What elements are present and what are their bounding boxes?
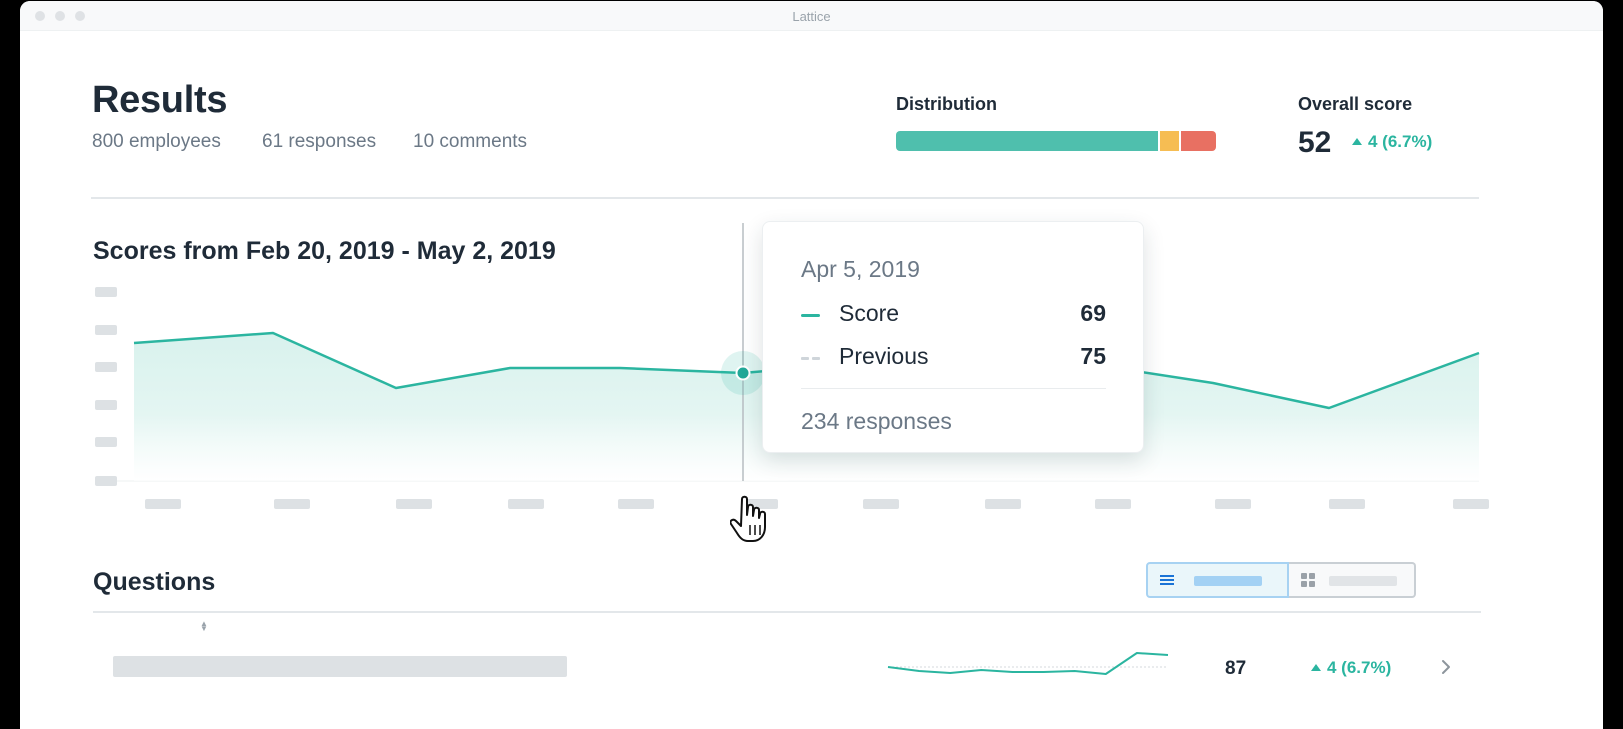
distribution-bar[interactable] [896, 131, 1216, 151]
title-bar: Lattice [20, 1, 1603, 31]
distribution-segment-unfavorable[interactable] [1181, 131, 1216, 151]
y-tick-label-placeholder [95, 476, 117, 486]
y-tick-label-placeholder [95, 287, 117, 297]
grid-view-button[interactable] [1289, 562, 1416, 598]
responses-count: 61 responses [262, 131, 377, 152]
tooltip-divider [801, 388, 1106, 389]
tooltip-responses: 234 responses [801, 408, 952, 434]
y-tick-label-placeholder [95, 362, 117, 372]
header-divider [91, 197, 1479, 199]
grid-view-label-placeholder [1329, 576, 1397, 586]
window-title: Lattice [792, 9, 831, 24]
y-axis-ticks [95, 287, 117, 486]
x-tick-label-placeholder [1329, 499, 1365, 509]
distribution-segment-neutral[interactable] [1160, 131, 1180, 151]
overall-score-delta-text: 4 (6.7%) [1368, 132, 1433, 151]
y-tick-label-placeholder [95, 325, 117, 335]
x-tick-label-placeholder [1215, 499, 1251, 509]
x-tick-label-placeholder [396, 499, 432, 509]
tooltip-value: 69 [1080, 300, 1106, 326]
x-tick-label-placeholder [1453, 499, 1489, 509]
distribution-label: Distribution [896, 94, 997, 114]
y-tick-label-placeholder [95, 400, 117, 410]
list-view-label-placeholder [1194, 576, 1262, 586]
y-tick-label-placeholder [95, 437, 117, 447]
view-toggle [1146, 562, 1416, 598]
questions-divider [93, 611, 1481, 613]
tooltip-label: Previous [839, 343, 929, 369]
employees-count: 800 employees [92, 131, 221, 152]
sparkline-line [887, 652, 1169, 675]
up-triangle-icon [1352, 138, 1362, 145]
previous-legend-dashed-swatch-icon [801, 357, 820, 360]
tooltip-label: Score [839, 300, 900, 326]
x-axis-ticks [145, 499, 1489, 509]
question-text-placeholder[interactable] [113, 656, 567, 677]
hand-pointer-cursor-icon [730, 495, 766, 542]
x-tick-label-placeholder [985, 499, 1021, 509]
question-delta-text: 4 (6.7%) [1327, 658, 1392, 677]
up-triangle-icon [1311, 664, 1321, 671]
question-delta: 4 (6.7%) [1311, 658, 1391, 678]
overall-score-value: 52 [1298, 126, 1332, 159]
overall-score-label: Overall score [1298, 94, 1413, 114]
page-title: Results [92, 79, 228, 121]
list-icon [1160, 575, 1174, 586]
chevron-right-icon[interactable] [1434, 655, 1458, 679]
question-sparkline [887, 652, 1169, 675]
grid-icon [1301, 573, 1315, 587]
score-legend-swatch-icon [801, 314, 820, 317]
x-tick-label-placeholder [274, 499, 310, 509]
x-tick-label-placeholder [145, 499, 181, 509]
minimize-window-button[interactable] [55, 11, 65, 21]
maximize-window-button[interactable] [75, 11, 85, 21]
question-score: 87 [1225, 658, 1247, 679]
app-window: Lattice Results 800 employees 61 respons… [20, 1, 1603, 729]
x-tick-label-placeholder [618, 499, 654, 509]
distribution-segment-favorable[interactable] [896, 131, 1159, 151]
overall-score-delta: 4 (6.7%) [1352, 132, 1432, 152]
x-tick-label-placeholder [1095, 499, 1131, 509]
x-tick-label-placeholder [863, 499, 899, 509]
questions-title: Questions [93, 568, 216, 596]
comments-count[interactable]: 10 comments [413, 131, 528, 152]
tooltip-row-previous: Previous 75 [801, 343, 1106, 373]
chart-tooltip: Apr 5, 2019 Score 69 Previous 75 234 res… [762, 221, 1144, 453]
tooltip-date: Apr 5, 2019 [801, 256, 920, 282]
close-window-button[interactable] [35, 11, 45, 21]
list-view-button[interactable] [1146, 562, 1289, 598]
hover-point[interactable] [735, 365, 751, 381]
chart-title: Scores from Feb 20, 2019 - May 2, 2019 [93, 237, 556, 265]
tooltip-row-score: Score 69 [801, 300, 1106, 330]
tooltip-value: 75 [1080, 343, 1106, 369]
x-tick-label-placeholder [508, 499, 544, 509]
sort-icon[interactable]: ▲ ▼ [200, 619, 208, 633]
